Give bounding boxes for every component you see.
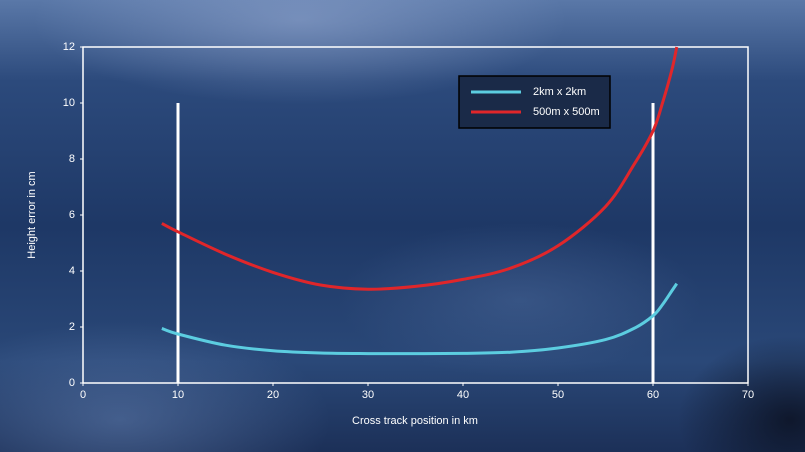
y-tick-label: 6: [69, 209, 75, 221]
legend-label: 2km x 2km: [533, 86, 586, 98]
x-tick-label: 20: [267, 389, 279, 401]
x-tick-label: 10: [172, 389, 184, 401]
y-tick-label: 2: [69, 321, 75, 333]
x-tick-label: 0: [80, 389, 86, 401]
legend-label: 500m x 500m: [533, 106, 600, 118]
x-axis-title: Cross track position in km: [352, 415, 478, 427]
x-tick-label: 50: [552, 389, 564, 401]
x-tick-label: 70: [742, 389, 754, 401]
series-line: [161, 46, 679, 291]
x-tick-label: 40: [457, 389, 469, 401]
legend-box: [458, 75, 611, 129]
series-line: [161, 282, 678, 356]
x-tick-label: 30: [362, 389, 374, 401]
plot-frame: [82, 46, 749, 384]
y-tick-label: 4: [69, 265, 75, 277]
y-tick-label: 0: [69, 377, 75, 389]
y-tick-label: 8: [69, 153, 75, 165]
y-axis-title: Height error in cm: [26, 171, 38, 258]
y-tick-label: 10: [63, 97, 75, 109]
y-tick-label: 12: [63, 41, 75, 53]
x-tick-label: 60: [647, 389, 659, 401]
